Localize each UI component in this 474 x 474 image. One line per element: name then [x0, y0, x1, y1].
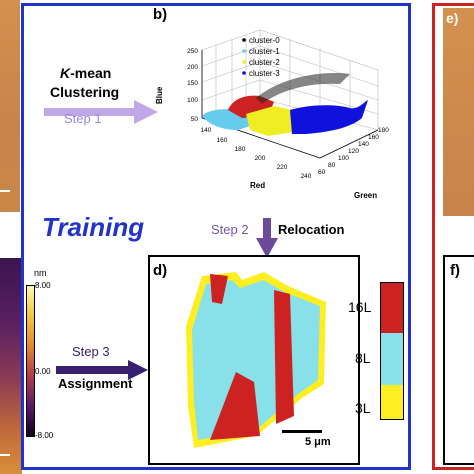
- legend-marker-cluster-3: [242, 71, 246, 75]
- kmean-k: K: [60, 65, 71, 81]
- y-tick-100: 100: [338, 155, 349, 162]
- layer-map: [186, 272, 326, 448]
- y-tick-180: 180: [378, 127, 389, 134]
- y-tick-120: 120: [348, 148, 359, 155]
- afm-colorbar-tick-bottom: -8.00: [35, 431, 54, 440]
- step1-arrow: [44, 100, 158, 124]
- optical-image-a: [0, 0, 20, 212]
- legend-cluster-2: cluster-2: [249, 58, 280, 67]
- x-axis-label: Red: [250, 181, 265, 190]
- cluster-0-points: [256, 73, 350, 104]
- afm-scale-bar: [0, 454, 10, 456]
- legend-marker-cluster-0: [242, 38, 246, 42]
- scale-bar: [282, 430, 322, 433]
- z-axis-label: Blue: [155, 86, 164, 104]
- panel-label-d: d): [153, 262, 168, 279]
- optical-image-e: [443, 8, 474, 216]
- step3-arrow: [56, 360, 148, 380]
- cluster-2-points: [246, 106, 294, 136]
- afm-colorbar-tick-mid: 0.00: [35, 367, 51, 376]
- optical-scale-bar: [0, 190, 10, 192]
- legend-marker-cluster-2: [242, 60, 246, 64]
- region-16l-top: [210, 274, 228, 304]
- layer-label-16l: 16L: [348, 299, 372, 315]
- x-tick-240: 240: [301, 173, 312, 180]
- panel-f-box: [443, 255, 474, 465]
- x-tick-180: 180: [235, 146, 246, 153]
- x-tick-140: 140: [201, 127, 212, 134]
- layer-label-8l: 8L: [355, 350, 371, 366]
- clustering-label: Clustering: [50, 84, 120, 100]
- z-tick-100: 100: [187, 97, 198, 104]
- panel-label-e: e): [446, 10, 459, 26]
- afm-image: [0, 258, 22, 474]
- afm-colorbar-tick-top: 8.00: [35, 281, 51, 290]
- y-tick-160: 160: [368, 134, 379, 141]
- x-tick-160: 160: [217, 137, 228, 144]
- layer-color-3l: [381, 385, 403, 419]
- legend-cluster-1: cluster-1: [249, 47, 280, 56]
- assignment-label: Assignment: [58, 376, 133, 391]
- prediction-frame: [432, 3, 474, 470]
- legend-cluster-3: cluster-3: [249, 69, 280, 78]
- layer-color-8l: [381, 333, 403, 385]
- scatter-legend: cluster-0 cluster-1 cluster-2 cluster-3: [242, 36, 280, 78]
- cluster-3-points: [290, 100, 368, 134]
- region-16l-bottom: [210, 372, 260, 440]
- z-tick-200: 200: [187, 64, 198, 71]
- cluster-3d-scatter: 250 200 150 100 50 Blue 140 160 180 200 …: [155, 29, 389, 200]
- relocation-label: Relocation: [278, 222, 345, 237]
- training-label: Training: [42, 212, 145, 242]
- kmean-rest: -mean: [70, 65, 112, 81]
- y-tick-140: 140: [358, 141, 369, 148]
- layer-color-16l: [381, 283, 403, 333]
- panel-label-f: f): [450, 262, 460, 279]
- step1-label: Step 1: [64, 111, 102, 126]
- afm-colorbar-unit: nm: [34, 268, 47, 278]
- layer-colorbar: [380, 282, 404, 420]
- afm-colorbar: [26, 285, 35, 437]
- y-tick-80: 80: [328, 162, 336, 169]
- panel-label-b: b): [153, 6, 168, 23]
- step2-label: Step 2: [211, 222, 249, 237]
- z-tick-150: 150: [187, 80, 198, 87]
- training-frame: [21, 3, 411, 470]
- region-16l-right: [274, 290, 294, 424]
- x-tick-220: 220: [277, 164, 288, 171]
- layer-label-3l: 3L: [355, 400, 371, 416]
- scale-bar-label: 5 μm: [305, 436, 331, 448]
- legend-marker-cluster-1: [242, 49, 246, 53]
- z-tick-250: 250: [187, 48, 198, 55]
- y-axis-label: Green: [354, 191, 377, 200]
- z-tick-50: 50: [191, 116, 199, 123]
- y-tick-60: 60: [318, 169, 326, 176]
- legend-cluster-0: cluster-0: [249, 36, 280, 45]
- x-tick-200: 200: [255, 155, 266, 162]
- step3-label: Step 3: [72, 344, 110, 359]
- step2-arrow: [256, 218, 278, 258]
- kmean-label: K-mean: [60, 65, 111, 81]
